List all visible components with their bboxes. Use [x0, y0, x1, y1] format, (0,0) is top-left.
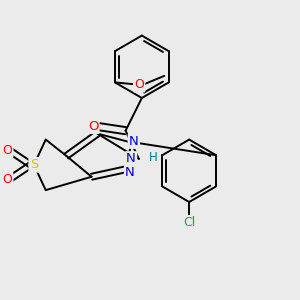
Text: N: N [126, 152, 136, 165]
Text: O: O [2, 173, 12, 186]
Text: O: O [2, 143, 12, 157]
Text: Cl: Cl [183, 216, 195, 229]
Text: O: O [88, 120, 98, 133]
Text: H: H [149, 151, 158, 164]
Text: N: N [125, 166, 135, 179]
Text: S: S [30, 158, 38, 171]
Text: O: O [134, 78, 144, 91]
Text: N: N [129, 135, 139, 148]
